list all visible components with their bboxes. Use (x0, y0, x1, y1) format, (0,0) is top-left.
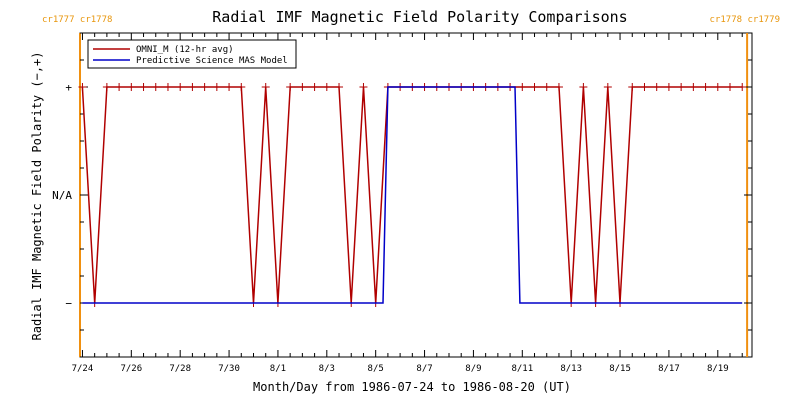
series-point-marker (359, 83, 368, 91)
series-point-marker (689, 83, 698, 91)
legend-label-mas: Predictive Science MAS Model (136, 56, 288, 66)
x-tick-label: 7/28 (169, 364, 191, 374)
carrington-label: cr1778 cr1779 (710, 15, 780, 25)
series-point-marker (115, 83, 124, 91)
x-tick-label: 8/11 (511, 364, 533, 374)
series-layer (78, 83, 747, 307)
series-point-marker (212, 83, 221, 91)
series-point-marker (237, 83, 246, 91)
series-point-marker (530, 83, 539, 91)
x-axis-ticks: 7/24 7/26 7/28 7/30 8/1 8/3 8/5 8/7 8/9 8/11 8/13 8… (72, 33, 743, 374)
series-point-marker (310, 83, 319, 91)
y-tick-label: N/A (52, 189, 72, 202)
series-point-marker (163, 83, 172, 91)
series-point-marker (176, 83, 185, 91)
x-tick-label: 8/3 (319, 364, 335, 374)
series-point-marker (554, 83, 563, 91)
x-tick-label: 8/17 (658, 364, 680, 374)
x-tick-label: 8/19 (707, 364, 729, 374)
series-line-1 (82, 86, 743, 304)
chart-title: Radial IMF Magnetic Field Polarity Compa… (212, 8, 627, 26)
series-point-marker (102, 83, 111, 91)
x-tick-label: 8/13 (560, 364, 582, 374)
x-tick-label: 8/1 (270, 364, 286, 374)
series-point-marker (603, 83, 612, 91)
y-axis-label: Radial IMF Magnetic Field Polarity (−,+) (30, 52, 44, 341)
series-point-marker (652, 83, 661, 91)
x-tick-label: 8/9 (465, 364, 481, 374)
series-point-marker (335, 83, 344, 91)
carrington-rotation-lines (79, 33, 749, 357)
series-line-0 (81, 86, 743, 304)
series-point-marker (298, 83, 307, 91)
series-point-marker (188, 83, 197, 91)
x-tick-label: 8/15 (609, 364, 631, 374)
series-point-marker (518, 83, 527, 91)
legend-box (87, 39, 297, 69)
series-point-marker (726, 83, 735, 91)
x-tick-label: 8/5 (368, 364, 384, 374)
series-point-marker (677, 83, 686, 91)
series-point-marker (78, 83, 87, 91)
x-tick-label: 8/7 (416, 364, 432, 374)
series-point-marker (286, 83, 295, 91)
series-point-marker (579, 83, 588, 91)
series-point-marker (139, 83, 148, 91)
legend-label-omni: OMNI_M (12-hr avg) (136, 45, 234, 55)
series-point-marker (200, 83, 209, 91)
series-point-marker (738, 83, 747, 91)
x-axis-label: Month/Day from 1986-07-24 to 1986-08-20 … (253, 380, 571, 394)
series-point-marker (628, 83, 637, 91)
y-axis-ticks: + N/A − (52, 32, 752, 358)
series-point-marker (261, 83, 270, 91)
series-point-marker (322, 83, 331, 91)
y-tick-label: − (65, 297, 72, 310)
x-tick-label: 7/30 (218, 364, 240, 374)
series-point-marker (640, 83, 649, 91)
series-point-marker (151, 83, 160, 91)
x-tick-label: 7/26 (120, 364, 142, 374)
series-point-marker (713, 83, 722, 91)
series-point-marker (127, 83, 136, 91)
series-point-marker (701, 83, 710, 91)
plot-frame (79, 32, 753, 358)
carrington-rotation-labels: cr1777 cr1778 cr1778 cr1779 (42, 15, 780, 25)
series-point-marker (542, 83, 551, 91)
series-point-marker (225, 83, 234, 91)
y-tick-label: + (65, 81, 72, 94)
carrington-label: cr1777 cr1778 (42, 15, 112, 25)
x-tick-label: 7/24 (72, 364, 94, 374)
legend: OMNI_M (12-hr avg) Predictive Science MA… (87, 39, 297, 69)
series-point-marker (664, 83, 673, 91)
